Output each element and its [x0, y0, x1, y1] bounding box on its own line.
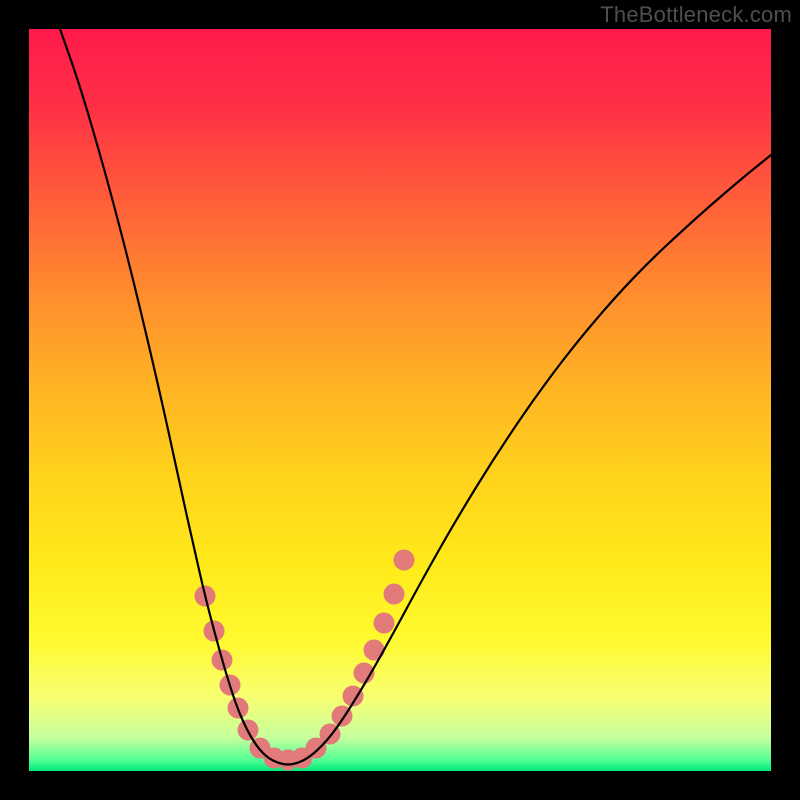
chart-stage: TheBottleneck.com [0, 0, 800, 800]
chart-svg [0, 0, 800, 800]
data-marker [394, 550, 415, 571]
data-marker [384, 584, 405, 605]
plot-area [29, 29, 771, 771]
data-marker [374, 613, 395, 634]
watermark-text: TheBottleneck.com [600, 2, 792, 28]
data-marker [364, 640, 385, 661]
